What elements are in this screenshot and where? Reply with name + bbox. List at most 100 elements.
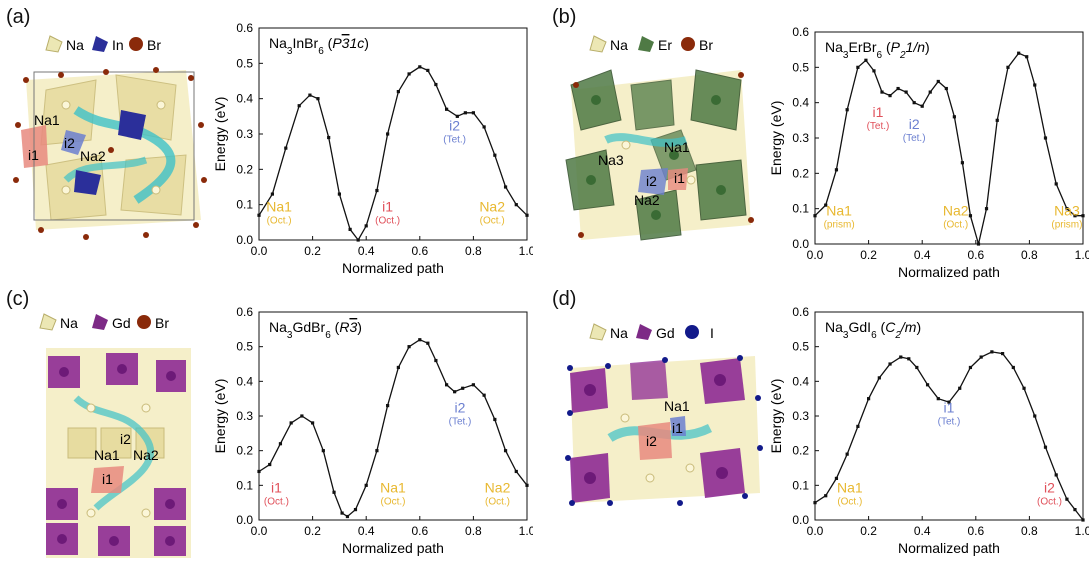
energy-plot-c: 0.0 0.2 0.4 0.6 0.8 1.0 0.0 0.1 0.2 0.3 0.4 0.5 0.6 N… <box>205 305 536 575</box>
data-point <box>514 469 518 474</box>
y-tick-label: 0.5 <box>236 56 253 70</box>
na-legend-icon <box>39 313 57 331</box>
data-point <box>340 511 344 515</box>
data-point <box>418 338 422 342</box>
legend-label: Br <box>155 315 169 331</box>
site-annotation: i1 <box>944 400 955 416</box>
y-tick-label: 0.1 <box>236 198 253 212</box>
legend-label: Na <box>66 37 84 53</box>
data-point <box>1065 207 1069 211</box>
y-tick-label: 0.3 <box>792 131 809 145</box>
data-point <box>353 508 358 512</box>
data-point <box>936 397 940 401</box>
y-tick-label: 0.6 <box>236 22 253 35</box>
y-tick-label: 0.0 <box>792 513 809 527</box>
x-tick-label: 0.2 <box>304 524 321 538</box>
data-point <box>321 449 325 453</box>
data-point <box>912 101 916 105</box>
data-point <box>1054 182 1058 186</box>
data-point <box>471 383 475 387</box>
legend-a: Na In Br <box>45 35 161 53</box>
x-tick-label: 0.0 <box>251 524 268 538</box>
data-point <box>463 111 467 115</box>
data-point <box>952 115 956 119</box>
data-point <box>300 414 304 418</box>
site-annotation-type: (Oct.) <box>480 216 505 227</box>
site-annotation-type: (Oct.) <box>381 496 406 507</box>
x-tick-label: 0.6 <box>411 524 428 538</box>
y-tick-label: 0.2 <box>792 166 809 180</box>
data-point <box>308 93 312 97</box>
data-point <box>455 114 459 118</box>
site-label-na2: Na2 <box>80 148 106 164</box>
y-tick-label: 0.6 <box>792 26 809 39</box>
site-annotation: Na1 <box>826 203 852 219</box>
data-point <box>525 213 529 217</box>
gd-legend-icon <box>636 324 652 340</box>
y-axis-label: Energy (eV) <box>768 379 784 454</box>
gd-legend-icon <box>92 314 108 330</box>
in-legend-icon <box>92 36 108 52</box>
x-tick-label: 0.4 <box>358 524 375 538</box>
data-point <box>845 452 849 456</box>
data-point <box>915 365 919 370</box>
data-point <box>899 355 903 359</box>
data-point <box>824 494 828 498</box>
site-annotation-type: (prism) <box>1051 220 1082 231</box>
legend-label: Na <box>60 315 78 331</box>
x-axis-label: Normalized path <box>898 264 1000 280</box>
data-point <box>364 483 368 487</box>
data-point <box>936 79 940 84</box>
x-tick-label: 0.2 <box>860 248 877 262</box>
data-point <box>845 108 849 112</box>
er-legend-icon <box>638 36 654 52</box>
structure-drawing <box>565 355 763 506</box>
legend-label: Na <box>610 325 628 341</box>
chart-title: Na3GdBr6 (R3) <box>269 319 362 341</box>
site-annotation: Na2 <box>479 199 505 215</box>
data-point <box>867 397 871 401</box>
site-label-i1: i1 <box>28 147 39 163</box>
br-legend-icon <box>681 37 695 51</box>
br-legend-icon <box>137 315 151 329</box>
y-axis-label: Energy (eV) <box>212 379 228 454</box>
data-point <box>947 400 951 404</box>
data-point <box>434 82 438 87</box>
site-annotation: Na3 <box>1054 203 1080 219</box>
data-point <box>268 462 272 467</box>
site-label-na1: Na1 <box>94 447 120 463</box>
legend-d: Na Gd I <box>589 323 714 341</box>
data-point <box>445 107 449 111</box>
data-point <box>525 483 529 487</box>
site-annotation: Na1 <box>380 479 406 495</box>
legend-label: Br <box>699 37 713 53</box>
y-tick-label: 0.2 <box>236 444 253 458</box>
data-point <box>278 442 283 446</box>
y-tick-label: 0.5 <box>792 340 809 354</box>
site-annotation-type: (Tet.) <box>903 133 926 144</box>
site-annotation-type: (Tet.) <box>443 134 466 145</box>
x-tick-label: 0.0 <box>807 524 824 538</box>
site-label-na1: Na1 <box>664 139 690 155</box>
site-label-i1: i1 <box>672 420 683 436</box>
y-axis-label: Energy (eV) <box>768 101 784 176</box>
site-label-na1: Na1 <box>664 398 690 414</box>
data-point <box>386 404 390 408</box>
data-point <box>434 358 438 363</box>
data-point <box>356 238 360 242</box>
data-point <box>316 97 320 101</box>
legend-label: Br <box>147 37 161 53</box>
y-tick-label: 0.1 <box>236 478 253 492</box>
data-point <box>375 449 379 453</box>
data-point <box>976 242 981 246</box>
crystal-structure-c: Na Gd Br i2 <box>6 308 216 560</box>
panel-letter-b: (b) <box>552 6 577 28</box>
site-annotation: i1 <box>382 199 393 215</box>
data-point <box>958 386 962 390</box>
data-point <box>503 185 508 189</box>
y-tick-label: 0.4 <box>236 92 253 106</box>
data-point <box>960 161 964 165</box>
site-label-na2: Na2 <box>634 192 660 208</box>
data-point <box>337 192 341 196</box>
data-point <box>375 188 379 193</box>
